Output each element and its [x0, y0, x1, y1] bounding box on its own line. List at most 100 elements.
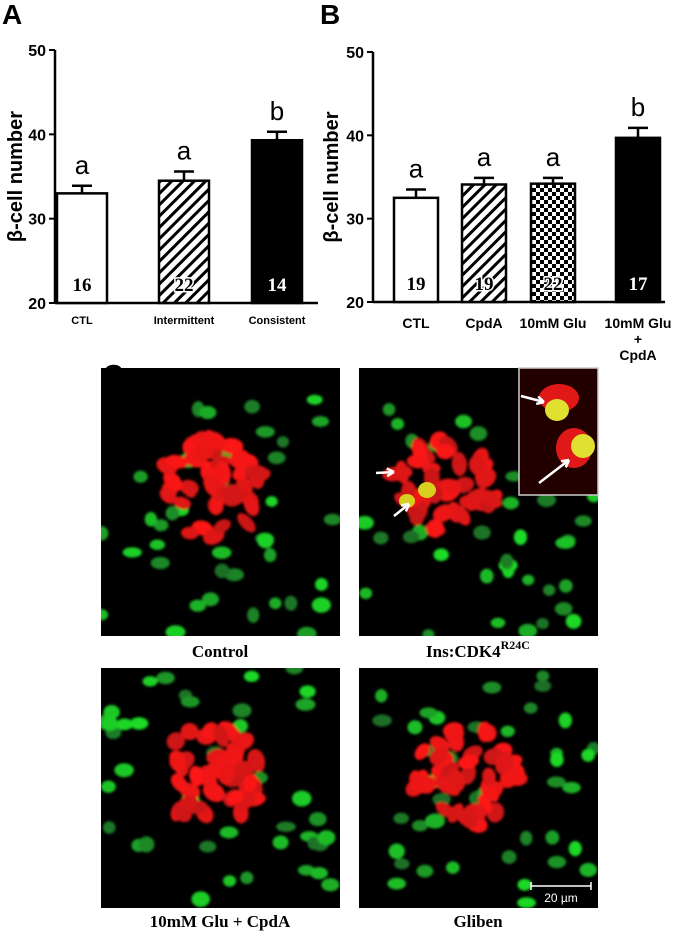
green-nucleus: [165, 506, 180, 521]
y-tick-label: 20: [346, 295, 364, 312]
green-nucleus: [372, 714, 392, 727]
red-nucleus: [499, 770, 520, 789]
green-nucleus: [232, 703, 252, 718]
error-bar: [267, 130, 287, 141]
red-nucleus: [451, 452, 467, 477]
red-nucleus: [218, 763, 235, 785]
green-nucleus: [272, 835, 289, 850]
green-nucleus: [375, 689, 388, 703]
green-nucleus: [480, 568, 494, 584]
red-nucleus: [468, 454, 485, 475]
green-nucleus: [191, 891, 210, 908]
green-nucleus: [387, 877, 406, 890]
red-nucleus: [235, 732, 255, 750]
green-nucleus: [201, 592, 219, 607]
green-nucleus: [244, 399, 260, 414]
y-tick-label: 50: [346, 45, 364, 62]
green-nucleus: [101, 780, 116, 793]
green-nucleus: [153, 519, 169, 532]
green-nucleus: [114, 763, 134, 778]
panel-letter: B: [320, 0, 340, 30]
green-nucleus: [469, 426, 488, 441]
green-nucleus: [393, 812, 409, 824]
error-bar: [628, 126, 648, 138]
micrograph: [359, 668, 598, 908]
error-bar: [474, 176, 494, 185]
red-nucleus: [434, 775, 456, 795]
green-nucleus: [473, 525, 491, 540]
green-nucleus: [310, 867, 328, 880]
n-label: 19: [407, 274, 426, 295]
x-tick-label: Consistent: [249, 315, 306, 327]
significance-label: b: [270, 96, 284, 126]
green-nucleus: [291, 790, 312, 807]
green-nucleus: [311, 416, 330, 427]
y-tick-label: 50: [28, 43, 46, 60]
green-nucleus: [129, 717, 149, 730]
red-nucleus: [173, 496, 191, 510]
significance-label: b: [631, 92, 645, 122]
arrow: [520, 394, 545, 406]
scale-bar-label: 20 µm: [544, 891, 578, 905]
green-nucleus: [321, 878, 340, 892]
green-nucleus: [285, 668, 304, 675]
red-nucleus: [179, 795, 199, 809]
green-nucleus: [419, 707, 438, 719]
green-nucleus: [149, 539, 166, 550]
red-nucleus: [482, 767, 496, 786]
image-caption: 10mM Glu + CpdA: [150, 912, 291, 931]
red-nucleus: [169, 752, 187, 772]
green-nucleus: [295, 698, 316, 711]
green-nucleus: [165, 625, 186, 636]
red-nucleus: [244, 464, 269, 479]
caption-text: Ins:CDK4: [426, 642, 501, 661]
green-nucleus: [144, 511, 158, 527]
red-nucleus: [182, 480, 197, 498]
green-nucleus: [513, 529, 528, 546]
red-nucleus: [213, 519, 231, 534]
x-tick-label: 10mM Glu + CpdA: [605, 315, 672, 363]
green-nucleus: [211, 546, 232, 559]
green-nucleus: [545, 830, 560, 845]
green-nucleus: [308, 812, 327, 827]
green-nucleus: [518, 623, 538, 636]
green-nucleus: [199, 840, 217, 853]
green-nucleus: [373, 531, 389, 545]
green-nucleus: [102, 821, 116, 834]
green-nucleus: [543, 584, 556, 596]
image-caption: Ins:CDK4R24C: [426, 638, 530, 661]
green-nucleus: [402, 530, 420, 544]
red-nucleus: [436, 443, 455, 460]
green-nucleus: [311, 597, 331, 613]
red-nucleus: [476, 468, 497, 489]
green-nucleus: [103, 705, 120, 720]
green-nucleus: [547, 855, 567, 869]
green-nucleus: [445, 861, 460, 874]
red-nucleus: [409, 770, 425, 793]
green-nucleus: [276, 821, 296, 832]
green-nucleus: [555, 537, 576, 549]
green-nucleus: [189, 599, 207, 612]
red-nucleus: [180, 722, 199, 741]
y-tick-label: 30: [346, 212, 364, 229]
y-tick-label: 20: [28, 296, 46, 313]
green-nucleus: [101, 716, 118, 731]
red-nucleus: [481, 489, 502, 509]
n-label: 17: [629, 274, 649, 295]
red-nucleus: [414, 743, 430, 760]
red-nucleus: [229, 449, 250, 469]
green-nucleus: [133, 470, 148, 483]
green-nucleus: [150, 556, 170, 570]
red-nucleus: [237, 513, 256, 533]
caption-superscript: R24C: [501, 638, 530, 652]
cells: [359, 383, 598, 636]
x-tick-label: 10mM Glu: [520, 315, 587, 331]
red-nucleus: [460, 809, 478, 829]
red-nucleus: [201, 773, 218, 791]
arrow: [538, 458, 571, 484]
green-nucleus: [558, 712, 573, 729]
arrow: [393, 502, 411, 517]
n-label: 19: [475, 274, 494, 295]
green-nucleus: [574, 515, 592, 527]
